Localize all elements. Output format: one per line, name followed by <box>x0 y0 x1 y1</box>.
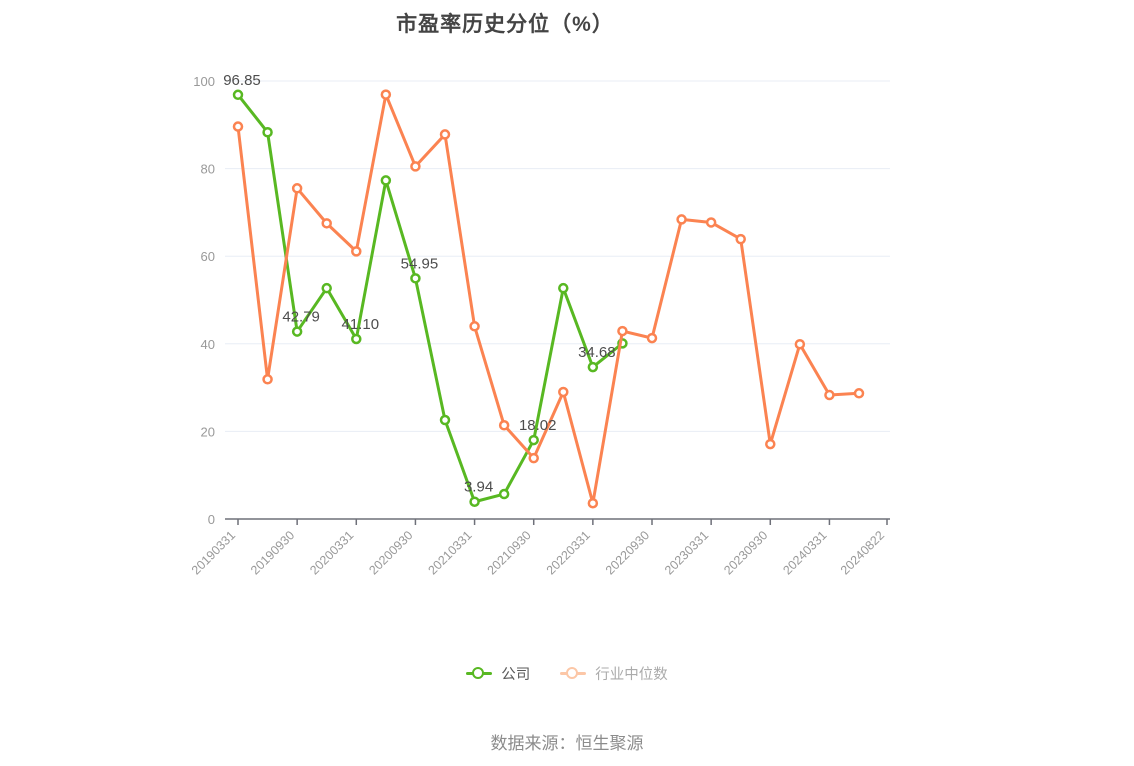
line-series-marker-icon <box>466 667 493 680</box>
data-point-label: 41.10 <box>342 316 380 333</box>
data-point <box>676 214 687 225</box>
x-axis-tick-label: 20210331 <box>425 528 474 577</box>
legend-item-company[interactable]: 公司 <box>466 663 530 684</box>
data-point <box>380 89 392 100</box>
y-axis-tick-label: 80 <box>201 162 215 177</box>
x-axis-tick-label: 20230331 <box>662 528 711 577</box>
x-axis-tick-label: 20240822 <box>838 528 887 577</box>
data-source-note: 数据来源：恒生聚源 <box>490 734 644 753</box>
data-point <box>321 218 332 229</box>
data-point <box>528 452 539 464</box>
line-series-marker-icon <box>560 667 587 680</box>
data-point <box>853 388 865 399</box>
y-axis-tick-label: 100 <box>193 74 215 89</box>
chart-legend: 公司 行业中位数 <box>0 663 1134 684</box>
x-axis-tick-label: 20190930 <box>248 528 297 577</box>
data-point <box>410 273 421 284</box>
data-point <box>232 121 244 132</box>
data-point <box>439 414 451 426</box>
pe-percentile-line-chart: 0 20 40 60 80 100 20190331 20190930 20200331 2020… <box>189 72 890 577</box>
data-point <box>351 333 362 345</box>
chart-title: 市盈率历史分位（%） <box>396 13 614 36</box>
data-point <box>587 361 599 373</box>
series-line-0 <box>236 93 624 504</box>
data-point <box>351 246 362 257</box>
data-point-label: 54.95 <box>401 255 439 272</box>
data-point <box>262 126 273 138</box>
data-point <box>528 434 539 446</box>
data-point <box>469 321 480 332</box>
y-axis-tick-label: 40 <box>201 337 215 352</box>
data-point <box>558 386 569 398</box>
data-point <box>617 325 628 337</box>
y-axis-tick-label: 60 <box>201 249 215 264</box>
data-point <box>794 338 806 350</box>
legend-label-company: 公司 <box>501 667 531 683</box>
data-point <box>498 488 510 500</box>
data-point <box>380 175 392 186</box>
data-point <box>321 282 332 294</box>
data-point <box>646 332 658 344</box>
y-axis-tick-label: 0 <box>208 512 215 527</box>
data-point-label: 3.94 <box>464 479 493 496</box>
data-point-label: 34.68 <box>578 344 616 361</box>
series-line-1 <box>236 93 861 505</box>
data-point <box>410 161 421 172</box>
data-point <box>262 374 273 385</box>
x-axis-tick-label: 20200930 <box>366 528 415 577</box>
x-axis-tick-label: 20200331 <box>307 528 356 577</box>
data-point <box>705 217 717 228</box>
data-point <box>587 497 599 509</box>
legend-label-industry-median: 行业中位数 <box>595 667 668 683</box>
data-point <box>765 438 776 450</box>
x-axis-tick-label: 20210930 <box>485 528 534 577</box>
data-point-label: 42.79 <box>282 309 320 326</box>
data-point-label: 96.85 <box>223 72 261 89</box>
data-point <box>498 420 510 431</box>
data-point-label: 18.02 <box>519 417 557 434</box>
x-axis-tick-label: 20220930 <box>603 528 652 577</box>
data-point <box>735 233 746 245</box>
data-point <box>232 89 244 101</box>
x-axis-tick-label: 20240331 <box>780 528 829 577</box>
x-axis-tick-label: 20230930 <box>721 528 770 577</box>
x-axis-tick-label: 20220331 <box>544 528 593 577</box>
data-point <box>558 282 569 294</box>
data-point <box>291 183 303 194</box>
data-point <box>291 326 303 337</box>
data-point <box>439 129 451 140</box>
data-point <box>824 389 835 401</box>
legend-item-industry-median[interactable]: 行业中位数 <box>560 663 668 684</box>
x-axis-tick-label: 20190331 <box>189 528 238 577</box>
y-axis-tick-label: 20 <box>201 424 215 439</box>
data-point <box>469 496 480 507</box>
